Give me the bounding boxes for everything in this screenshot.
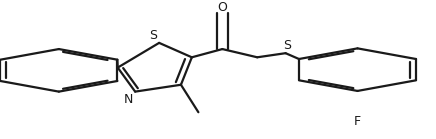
Text: F: F: [354, 115, 361, 128]
Text: N: N: [124, 93, 133, 106]
Text: S: S: [150, 29, 157, 42]
Text: S: S: [283, 39, 291, 52]
Text: O: O: [218, 1, 227, 14]
